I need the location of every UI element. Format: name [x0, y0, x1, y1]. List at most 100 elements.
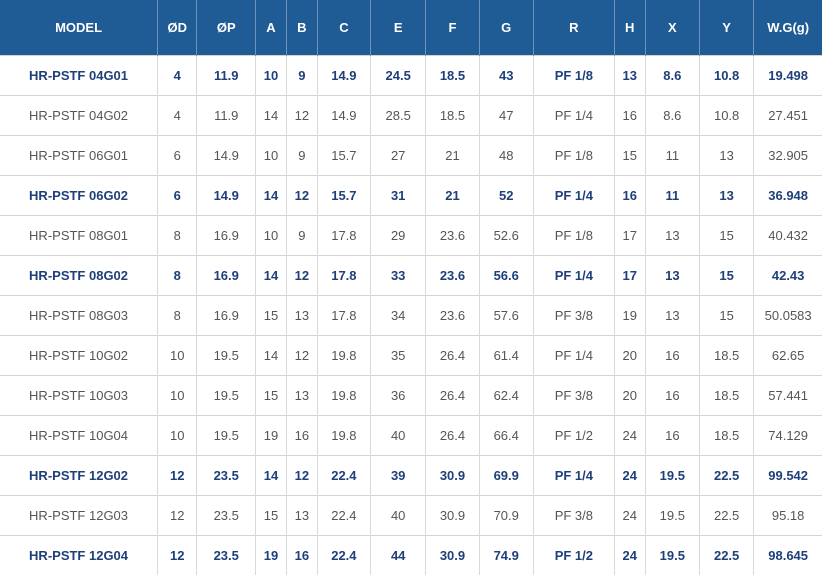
cell-a: 15 [256, 496, 287, 536]
cell-e: 44 [371, 536, 426, 575]
cell-e: 29 [371, 216, 426, 256]
cell-a: 10 [256, 216, 287, 256]
cell-c: 17.8 [317, 216, 370, 256]
cell-g: 48 [479, 136, 533, 176]
cell-op: 19.5 [197, 416, 256, 456]
cell-y: 15 [699, 216, 753, 256]
cell-c: 14.9 [317, 96, 370, 136]
cell-weight: 95.18 [754, 496, 822, 536]
header-a: A [256, 0, 287, 56]
cell-f: 23.6 [426, 256, 479, 296]
cell-b: 16 [286, 416, 317, 456]
cell-weight: 42.43 [754, 256, 822, 296]
cell-weight: 32.905 [754, 136, 822, 176]
cell-h: 16 [614, 176, 645, 216]
cell-e: 31 [371, 176, 426, 216]
cell-g: 56.6 [479, 256, 533, 296]
cell-c: 22.4 [317, 456, 370, 496]
cell-model: HR-PSTF 10G02 [0, 336, 158, 376]
header-od: ØD [158, 0, 197, 56]
cell-model: HR-PSTF 08G03 [0, 296, 158, 336]
cell-weight: 98.645 [754, 536, 822, 575]
cell-f: 30.9 [426, 496, 479, 536]
cell-g: 57.6 [479, 296, 533, 336]
header-r: R [533, 0, 614, 56]
cell-x: 13 [645, 216, 699, 256]
cell-c: 22.4 [317, 496, 370, 536]
cell-model: HR-PSTF 08G01 [0, 216, 158, 256]
cell-model: HR-PSTF 10G04 [0, 416, 158, 456]
cell-a: 14 [256, 456, 287, 496]
cell-op: 23.5 [197, 536, 256, 575]
cell-x: 11 [645, 136, 699, 176]
cell-h: 16 [614, 96, 645, 136]
cell-od: 4 [158, 56, 197, 96]
cell-weight: 40.432 [754, 216, 822, 256]
cell-op: 16.9 [197, 296, 256, 336]
cell-a: 10 [256, 136, 287, 176]
cell-weight: 99.542 [754, 456, 822, 496]
cell-x: 16 [645, 376, 699, 416]
cell-op: 16.9 [197, 216, 256, 256]
header-model: MODEL [0, 0, 158, 56]
header-e: E [371, 0, 426, 56]
cell-f: 18.5 [426, 96, 479, 136]
cell-y: 18.5 [699, 376, 753, 416]
cell-a: 14 [256, 96, 287, 136]
cell-x: 16 [645, 336, 699, 376]
cell-y: 18.5 [699, 416, 753, 456]
cell-b: 13 [286, 496, 317, 536]
header-c: C [317, 0, 370, 56]
cell-od: 6 [158, 136, 197, 176]
cell-x: 8.6 [645, 96, 699, 136]
cell-r: PF 3/8 [533, 376, 614, 416]
cell-c: 17.8 [317, 256, 370, 296]
cell-g: 74.9 [479, 536, 533, 575]
cell-c: 19.8 [317, 416, 370, 456]
cell-r: PF 1/8 [533, 216, 614, 256]
cell-a: 14 [256, 176, 287, 216]
cell-e: 34 [371, 296, 426, 336]
cell-y: 22.5 [699, 536, 753, 575]
cell-od: 10 [158, 336, 197, 376]
cell-od: 10 [158, 376, 197, 416]
cell-h: 17 [614, 216, 645, 256]
cell-model: HR-PSTF 10G03 [0, 376, 158, 416]
cell-g: 66.4 [479, 416, 533, 456]
cell-e: 28.5 [371, 96, 426, 136]
cell-a: 10 [256, 56, 287, 96]
header-row: MODEL ØD ØP A B C E F G R H X Y W.G(g) [0, 0, 822, 56]
cell-op: 14.9 [197, 176, 256, 216]
cell-y: 13 [699, 176, 753, 216]
cell-b: 12 [286, 336, 317, 376]
cell-od: 12 [158, 496, 197, 536]
cell-g: 70.9 [479, 496, 533, 536]
cell-b: 13 [286, 296, 317, 336]
cell-x: 11 [645, 176, 699, 216]
cell-model: HR-PSTF 06G01 [0, 136, 158, 176]
cell-x: 16 [645, 416, 699, 456]
cell-h: 24 [614, 536, 645, 575]
cell-h: 19 [614, 296, 645, 336]
cell-weight: 19.498 [754, 56, 822, 96]
cell-b: 9 [286, 216, 317, 256]
cell-r: PF 1/4 [533, 96, 614, 136]
cell-h: 24 [614, 416, 645, 456]
cell-f: 26.4 [426, 376, 479, 416]
cell-e: 33 [371, 256, 426, 296]
cell-e: 27 [371, 136, 426, 176]
cell-f: 30.9 [426, 536, 479, 575]
cell-f: 21 [426, 136, 479, 176]
cell-h: 17 [614, 256, 645, 296]
cell-model: HR-PSTF 12G03 [0, 496, 158, 536]
cell-r: PF 1/4 [533, 256, 614, 296]
